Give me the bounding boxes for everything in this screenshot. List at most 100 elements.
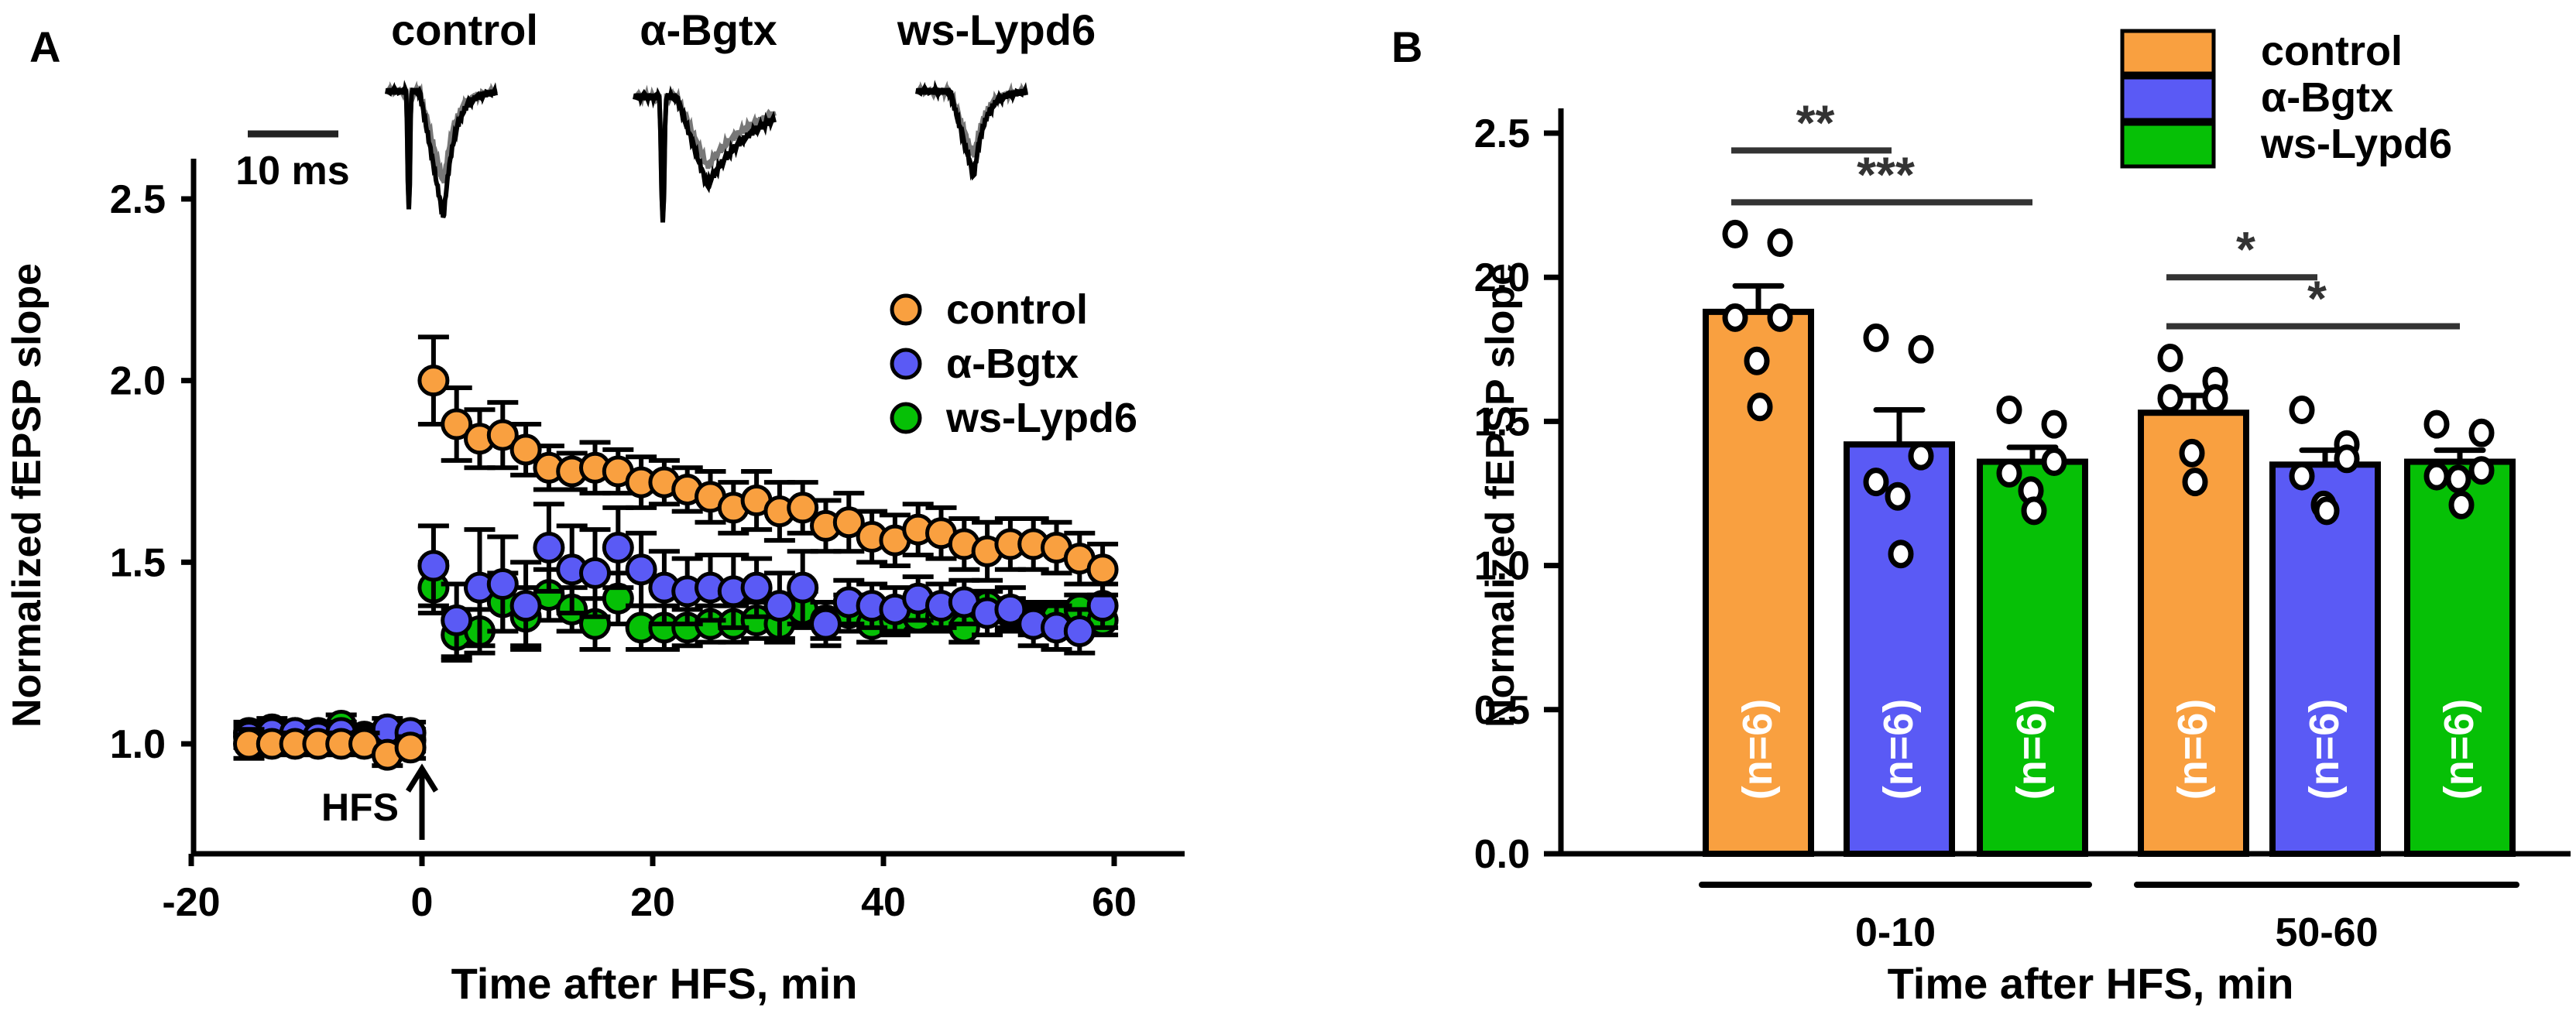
y-tick-label: 2.5: [110, 177, 166, 222]
bar-bgtx: [1844, 441, 1955, 857]
y-tick-label: 1.5: [1474, 399, 1530, 444]
data-point: [441, 604, 473, 636]
trace-label-lypd6: ws-Lypd6: [897, 5, 1096, 54]
individual-point: [1888, 540, 1914, 569]
legend-swatch-bgtx: [2120, 75, 2216, 122]
hfs-label: HFS: [321, 786, 399, 829]
x-tick-label: -20: [162, 880, 220, 925]
individual-point: [2179, 438, 2205, 468]
panel-a-xlabel: Time after HFS, min: [451, 959, 858, 1008]
panel-b-xlabel: Time after HFS, min: [1888, 959, 2294, 1008]
legend-label-lypd6: ws-Lypd6: [2260, 121, 2452, 167]
individual-point: [1767, 228, 1793, 258]
x-tick-label: 0: [411, 880, 434, 925]
individual-point: [1722, 219, 1748, 248]
x-tick-label: 40: [861, 880, 906, 925]
data-point: [394, 731, 427, 764]
individual-point: [1747, 392, 1773, 422]
bar-group: (n=6): [1844, 323, 1955, 857]
n-label: (n=6): [2170, 699, 2216, 800]
individual-point: [2021, 496, 2047, 526]
data-point: [832, 506, 865, 539]
y-tick-label: 1.5: [110, 540, 166, 585]
individual-point: [2423, 461, 2450, 491]
individual-point: [1908, 441, 1934, 471]
panel-a-legend: control α-Bgtx ws-Lypd6: [890, 286, 1137, 441]
significance-stars: ***: [1857, 146, 1915, 202]
bar-group: (n=6): [1703, 219, 1814, 857]
individual-point: [1744, 346, 1770, 375]
individual-point: [2182, 468, 2208, 497]
data-point: [763, 590, 796, 622]
individual-point: [2314, 496, 2340, 526]
individual-point: [2334, 444, 2360, 474]
trace-post-hfs: [633, 85, 777, 223]
bar-group: (n=6): [1977, 396, 2088, 857]
example-traces: control α-Bgtx ws-Lypd6 10 ms: [235, 5, 1096, 223]
individual-point: [1996, 396, 2022, 425]
individual-point: [2445, 464, 2471, 494]
individual-point: [2157, 384, 2183, 413]
panel-b-plot: 0.0 0.5 1.0 1.5 2.0 2.5 0-10 50-60 (n=6) (n=6) (n=…: [1474, 94, 2571, 955]
legend-marker-lypd6: [890, 402, 922, 434]
panel-a-plot: 1.0 1.5 2.0 2.5 -20 0 20 40 60 HFS control α-Bgtx ws…: [110, 159, 1185, 925]
group-label: 0-10: [1855, 910, 1936, 955]
x-tick-label: 20: [630, 880, 675, 925]
individual-point: [2041, 409, 2067, 439]
bar-lypd6: [1977, 458, 2088, 857]
hfs-arrow-head: [406, 763, 438, 793]
n-label: (n=6): [1734, 699, 1781, 800]
data-point: [1063, 615, 1096, 648]
individual-point: [1767, 303, 1793, 332]
legend-swatch-control: [2120, 29, 2216, 76]
legend-label-bgtx: α-Bgtx: [946, 341, 1079, 387]
series-control: [233, 334, 1119, 771]
n-label: (n=6): [2008, 699, 2055, 800]
legend-label-lypd6: ws-Lypd6: [945, 395, 1137, 441]
n-label: (n=6): [2436, 699, 2482, 800]
legend-label-bgtx: α-Bgtx: [2261, 74, 2393, 121]
panel-a-label: A: [29, 22, 60, 71]
individual-point: [1908, 334, 1934, 364]
data-point: [533, 532, 565, 564]
individual-point: [1885, 481, 1911, 511]
n-label: (n=6): [1875, 699, 1922, 800]
scale-bar-label: 10 ms: [235, 149, 349, 194]
data-point: [509, 433, 542, 466]
legend-label-control: control: [946, 286, 1088, 333]
data-point: [579, 557, 611, 589]
legend-marker-bgtx: [890, 348, 922, 380]
trace-label-bgtx: α-Bgtx: [640, 5, 777, 54]
bar-group: (n=6): [2404, 409, 2516, 857]
data-point: [417, 550, 450, 582]
legend-swatch-lypd6: [2120, 122, 2216, 169]
individual-point: [1996, 458, 2022, 488]
individual-point: [2468, 418, 2495, 447]
y-tick-label: 2.5: [1474, 111, 1530, 156]
significance-stars: *: [2236, 221, 2255, 277]
individual-point: [2157, 343, 2183, 372]
bar-group: (n=6): [2138, 343, 2249, 857]
data-point: [1086, 553, 1119, 586]
data-point: [787, 571, 819, 604]
individual-point: [2423, 409, 2450, 439]
data-point: [486, 419, 519, 451]
data-point: [625, 553, 657, 586]
legend-label-control: control: [2261, 28, 2403, 74]
data-point: [787, 492, 819, 524]
y-tick-label: 1.0: [110, 722, 166, 767]
individual-point: [2289, 461, 2315, 491]
panel-b-label: B: [1391, 22, 1422, 71]
individual-point: [1863, 323, 1889, 352]
individual-point: [2202, 384, 2228, 413]
trace-baseline: [385, 81, 498, 207]
significance-stars: *: [2307, 271, 2327, 327]
trace-post-hfs: [915, 80, 1028, 181]
individual-point: [2041, 447, 2067, 477]
individual-point: [2289, 396, 2315, 425]
bar-control: [2138, 409, 2249, 857]
individual-point: [2468, 456, 2495, 485]
panel-a-ylabel: Normalized fEPSP slope: [5, 263, 50, 728]
